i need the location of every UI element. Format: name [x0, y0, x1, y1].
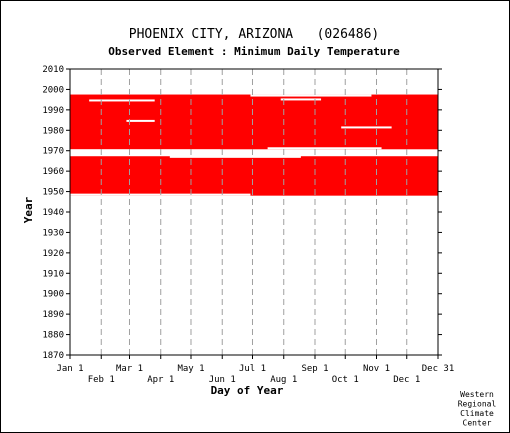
missing-data-gap-2: [250, 94, 372, 97]
y-tick-label: 1880: [42, 331, 64, 341]
missing-data-gap-8: [169, 155, 301, 158]
x-tick-label: May 1: [177, 364, 204, 374]
credit-line: Regional: [458, 400, 497, 409]
missing-data-gap-4: [126, 119, 155, 122]
credit-line: Climate: [460, 409, 494, 418]
missing-data-gap-9: [70, 193, 251, 196]
credit-line: Western: [460, 390, 494, 399]
x-tick-label: Feb 1: [88, 375, 115, 385]
y-tick-label: 1940: [42, 208, 64, 218]
y-tick-label: 1920: [42, 249, 64, 259]
credit-line: Center: [463, 419, 492, 428]
y-tick-label: 1930: [42, 228, 64, 238]
y-tick-label: 1980: [42, 126, 64, 136]
x-tick-label: Dec 1: [393, 375, 420, 385]
x-tick-label: Oct 1: [332, 375, 359, 385]
y-axis-label: Year: [22, 196, 35, 223]
y-tick-label: 1960: [42, 167, 64, 177]
observed-period-1: [70, 156, 438, 196]
y-tick-label: 2010: [42, 65, 64, 75]
y-tick-label: 1910: [42, 269, 64, 279]
y-tick-label: 1950: [42, 188, 64, 198]
missing-data-gap-7: [70, 149, 221, 152]
x-tick-label: Dec 31: [422, 364, 455, 374]
missing-data-gap-3: [280, 98, 322, 101]
x-tick-label: Apr 1: [147, 375, 174, 385]
plot-area: 1870 1880 1890 1900 1910 1920 1930 1940 1950 1960…: [42, 65, 454, 385]
x-tick-label: Jul 1: [239, 364, 266, 374]
y-tick-label: 1870: [42, 351, 64, 361]
x-tick-label: Nov 1: [363, 364, 390, 374]
missing-data-gap-5: [341, 126, 392, 129]
y-tick-label: 1990: [42, 106, 64, 116]
x-tick-label: Mar 1: [116, 364, 143, 374]
missing-data-gap-6: [267, 147, 382, 150]
x-tick-label: Aug 1: [270, 375, 297, 385]
y-tick-label: 1970: [42, 147, 64, 157]
y-tick-label: 1890: [42, 310, 64, 320]
missing-data-gap-1: [89, 99, 155, 102]
x-tick-label: Jun 1: [209, 375, 236, 385]
observed-period-2: [70, 94, 438, 150]
x-tick-label: Sep 1: [301, 364, 328, 374]
y-tick-label: 1900: [42, 290, 64, 300]
chart-subtitle: Observed Element : Minimum Daily Tempera…: [108, 45, 400, 58]
y-tick-label: 2000: [42, 85, 64, 95]
chart-title: PHOENIX CITY, ARIZONA (026486): [129, 27, 379, 42]
x-axis-label: Day of Year: [211, 384, 284, 397]
x-tick-label: Jan 1: [56, 364, 83, 374]
